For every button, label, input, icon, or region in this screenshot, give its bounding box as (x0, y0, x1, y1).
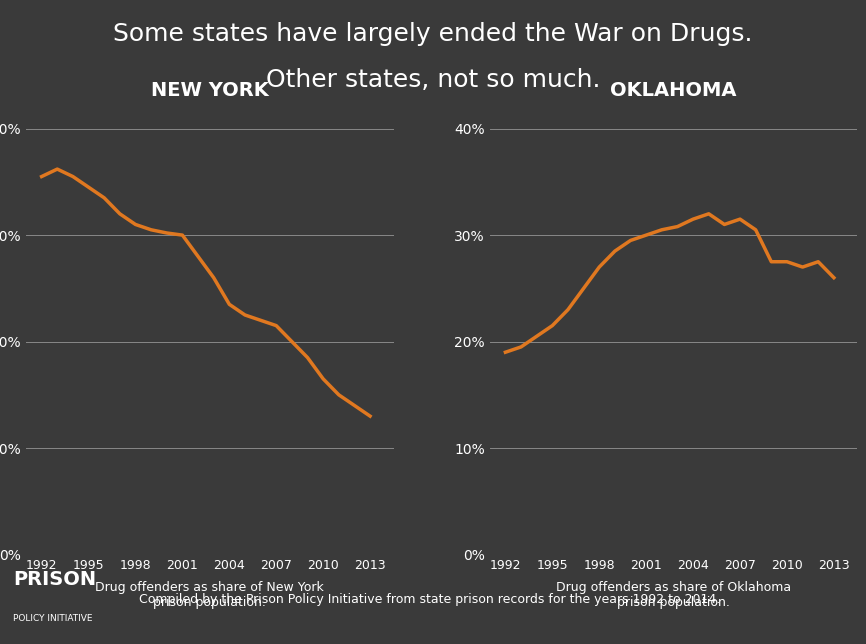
Text: Compiled by the Prison Policy Initiative from state prison records for the years: Compiled by the Prison Policy Initiative… (139, 592, 720, 606)
Text: POLICY INITIATIVE: POLICY INITIATIVE (13, 614, 93, 623)
Title: OKLAHOMA: OKLAHOMA (611, 81, 737, 100)
Text: Other states, not so much.: Other states, not so much. (266, 68, 600, 93)
Text: Some states have largely ended the War on Drugs.: Some states have largely ended the War o… (113, 23, 753, 46)
X-axis label: Drug offenders as share of New York
prison population.: Drug offenders as share of New York pris… (95, 581, 324, 609)
Text: PRISON: PRISON (13, 570, 96, 589)
Title: NEW YORK: NEW YORK (151, 81, 268, 100)
X-axis label: Drug offenders as share of Oklahoma
prison population.: Drug offenders as share of Oklahoma pris… (556, 581, 792, 609)
